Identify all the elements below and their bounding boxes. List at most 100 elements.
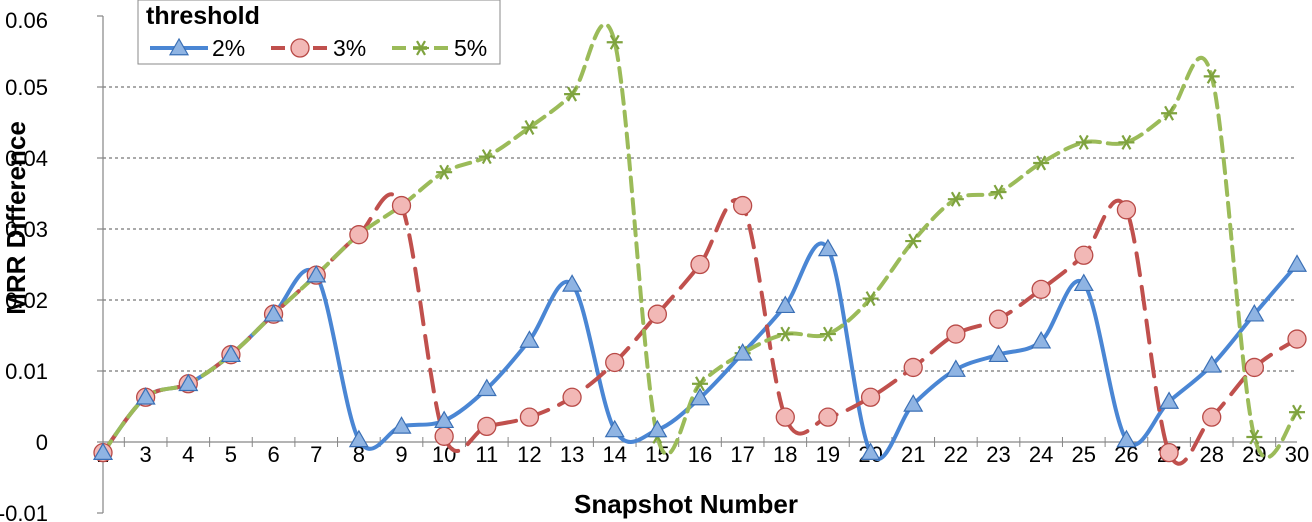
legend-label: 3% bbox=[333, 35, 366, 61]
x-tick-label: 24 bbox=[1029, 442, 1053, 467]
data-point-2pct bbox=[92, 442, 114, 460]
data-point-3pct bbox=[605, 352, 625, 373]
data-point-5pct bbox=[478, 149, 495, 165]
data-point-2pct bbox=[434, 410, 455, 429]
y-tick-label: 0.02 bbox=[5, 288, 48, 313]
legend-marker bbox=[413, 40, 429, 56]
legend-marker bbox=[290, 38, 310, 58]
data-point-2pct bbox=[903, 394, 924, 412]
data-point-2pct bbox=[1116, 429, 1137, 448]
data-point-3pct bbox=[562, 387, 582, 407]
x-tick-label: 3 bbox=[140, 442, 152, 467]
y-tick-label: 0 bbox=[36, 430, 48, 455]
y-tick-label: 0.04 bbox=[5, 146, 48, 171]
data-point-5pct bbox=[1246, 429, 1263, 445]
legend-box bbox=[137, 0, 501, 65]
data-point-3pct bbox=[477, 416, 497, 437]
data-point-3pct bbox=[1074, 245, 1094, 265]
data-point-3pct bbox=[1031, 279, 1051, 300]
y-tick-labels: -0.01 0 0.01 0.02 0.03 0.04 0.05 0.06 bbox=[0, 8, 48, 522]
x-tick-label: 10 bbox=[432, 442, 456, 467]
y-axis-title: MRR Difference bbox=[1, 121, 31, 315]
data-point-3pct bbox=[519, 407, 540, 427]
data-point-3pct bbox=[1202, 407, 1222, 427]
x-tick-label: 5 bbox=[225, 442, 237, 467]
x-tick-label: 25 bbox=[1072, 442, 1096, 467]
data-point-3pct bbox=[1159, 442, 1179, 463]
data-point-3pct bbox=[434, 426, 454, 446]
data-point-2pct bbox=[689, 387, 711, 406]
x-tick-label: 6 bbox=[267, 442, 279, 467]
x-tick-label: 30 bbox=[1285, 442, 1309, 467]
x-tick-label: 23 bbox=[986, 442, 1010, 467]
x-tick-label: 28 bbox=[1199, 442, 1223, 467]
data-point-3pct bbox=[1287, 329, 1307, 349]
x-tick-label: 21 bbox=[901, 442, 925, 467]
data-point-5pct bbox=[862, 291, 879, 307]
data-point-2pct bbox=[178, 373, 199, 392]
data-point-2pct bbox=[647, 419, 668, 438]
legend-label: 5% bbox=[454, 35, 487, 61]
x-tick-labels: 2345678910111213141516171819202122232425… bbox=[97, 442, 1309, 467]
x-tick-label: 14 bbox=[602, 442, 626, 467]
x-tick-label: 9 bbox=[395, 442, 407, 467]
y-tick-label: 0.06 bbox=[5, 8, 48, 33]
data-point-2pct bbox=[220, 344, 241, 363]
data-point-2pct bbox=[562, 274, 583, 292]
data-point-5pct bbox=[905, 233, 922, 249]
data-point-3pct bbox=[1244, 357, 1265, 378]
data-point-2pct bbox=[263, 303, 284, 322]
y-tick-label: 0.01 bbox=[5, 359, 48, 384]
data-point-2pct bbox=[860, 442, 881, 460]
legend-marker bbox=[168, 37, 190, 56]
data-point-2pct bbox=[775, 295, 796, 314]
data-point-5pct bbox=[819, 326, 836, 342]
data-point-2pct bbox=[135, 387, 156, 405]
x-tick-label: 12 bbox=[517, 442, 541, 467]
data-point-2pct bbox=[604, 419, 625, 438]
y-tick-label: -0.01 bbox=[0, 501, 48, 522]
gridlines bbox=[103, 86, 1297, 372]
x-tick-label: 18 bbox=[773, 442, 797, 467]
data-point-2pct bbox=[348, 429, 369, 448]
y-tick-label: 0.05 bbox=[5, 75, 48, 100]
legend: threshold 2% 3% 5% bbox=[137, 0, 501, 65]
data-point-5pct bbox=[1161, 105, 1178, 121]
data-point-5pct bbox=[436, 164, 453, 180]
data-point-3pct bbox=[391, 195, 412, 216]
data-point-2pct bbox=[1031, 330, 1052, 349]
data-point-2pct bbox=[1159, 391, 1180, 409]
data-point-3pct bbox=[903, 357, 923, 378]
data-point-5pct bbox=[1118, 134, 1135, 150]
data-point-2pct bbox=[988, 344, 1009, 363]
data-point-2pct bbox=[945, 359, 966, 377]
data-point-2pct bbox=[1286, 254, 1308, 272]
x-tick-label: 16 bbox=[688, 442, 712, 467]
data-point-5pct bbox=[1203, 68, 1220, 84]
data-point-5pct bbox=[1289, 404, 1305, 420]
data-point-3pct bbox=[946, 324, 966, 344]
x-tick-label: 19 bbox=[816, 442, 840, 467]
x-tick-label: 11 bbox=[475, 442, 498, 467]
data-point-3pct bbox=[349, 225, 369, 245]
data-point-2pct bbox=[1073, 273, 1094, 292]
legend-items: 2% 3% 5% bbox=[150, 35, 487, 61]
data-point-2pct bbox=[1244, 303, 1265, 322]
data-point-5pct bbox=[606, 34, 623, 50]
axes bbox=[97, 15, 1297, 514]
data-point-3pct bbox=[860, 387, 881, 407]
data-point-2pct bbox=[391, 416, 412, 434]
data-point-3pct bbox=[1116, 200, 1137, 220]
data-point-3pct bbox=[988, 309, 1009, 329]
data-point-5pct bbox=[990, 184, 1007, 200]
x-tick-label: 22 bbox=[944, 442, 968, 467]
data-point-5pct bbox=[1033, 155, 1050, 171]
data-point-5pct bbox=[947, 191, 964, 207]
data-point-5pct bbox=[1075, 134, 1092, 150]
x-tick-label: 4 bbox=[182, 442, 194, 467]
x-axis-title: Snapshot Number bbox=[574, 489, 798, 519]
series-markers bbox=[92, 34, 1308, 463]
data-point-3pct bbox=[775, 407, 795, 427]
data-point-3pct bbox=[818, 407, 838, 427]
